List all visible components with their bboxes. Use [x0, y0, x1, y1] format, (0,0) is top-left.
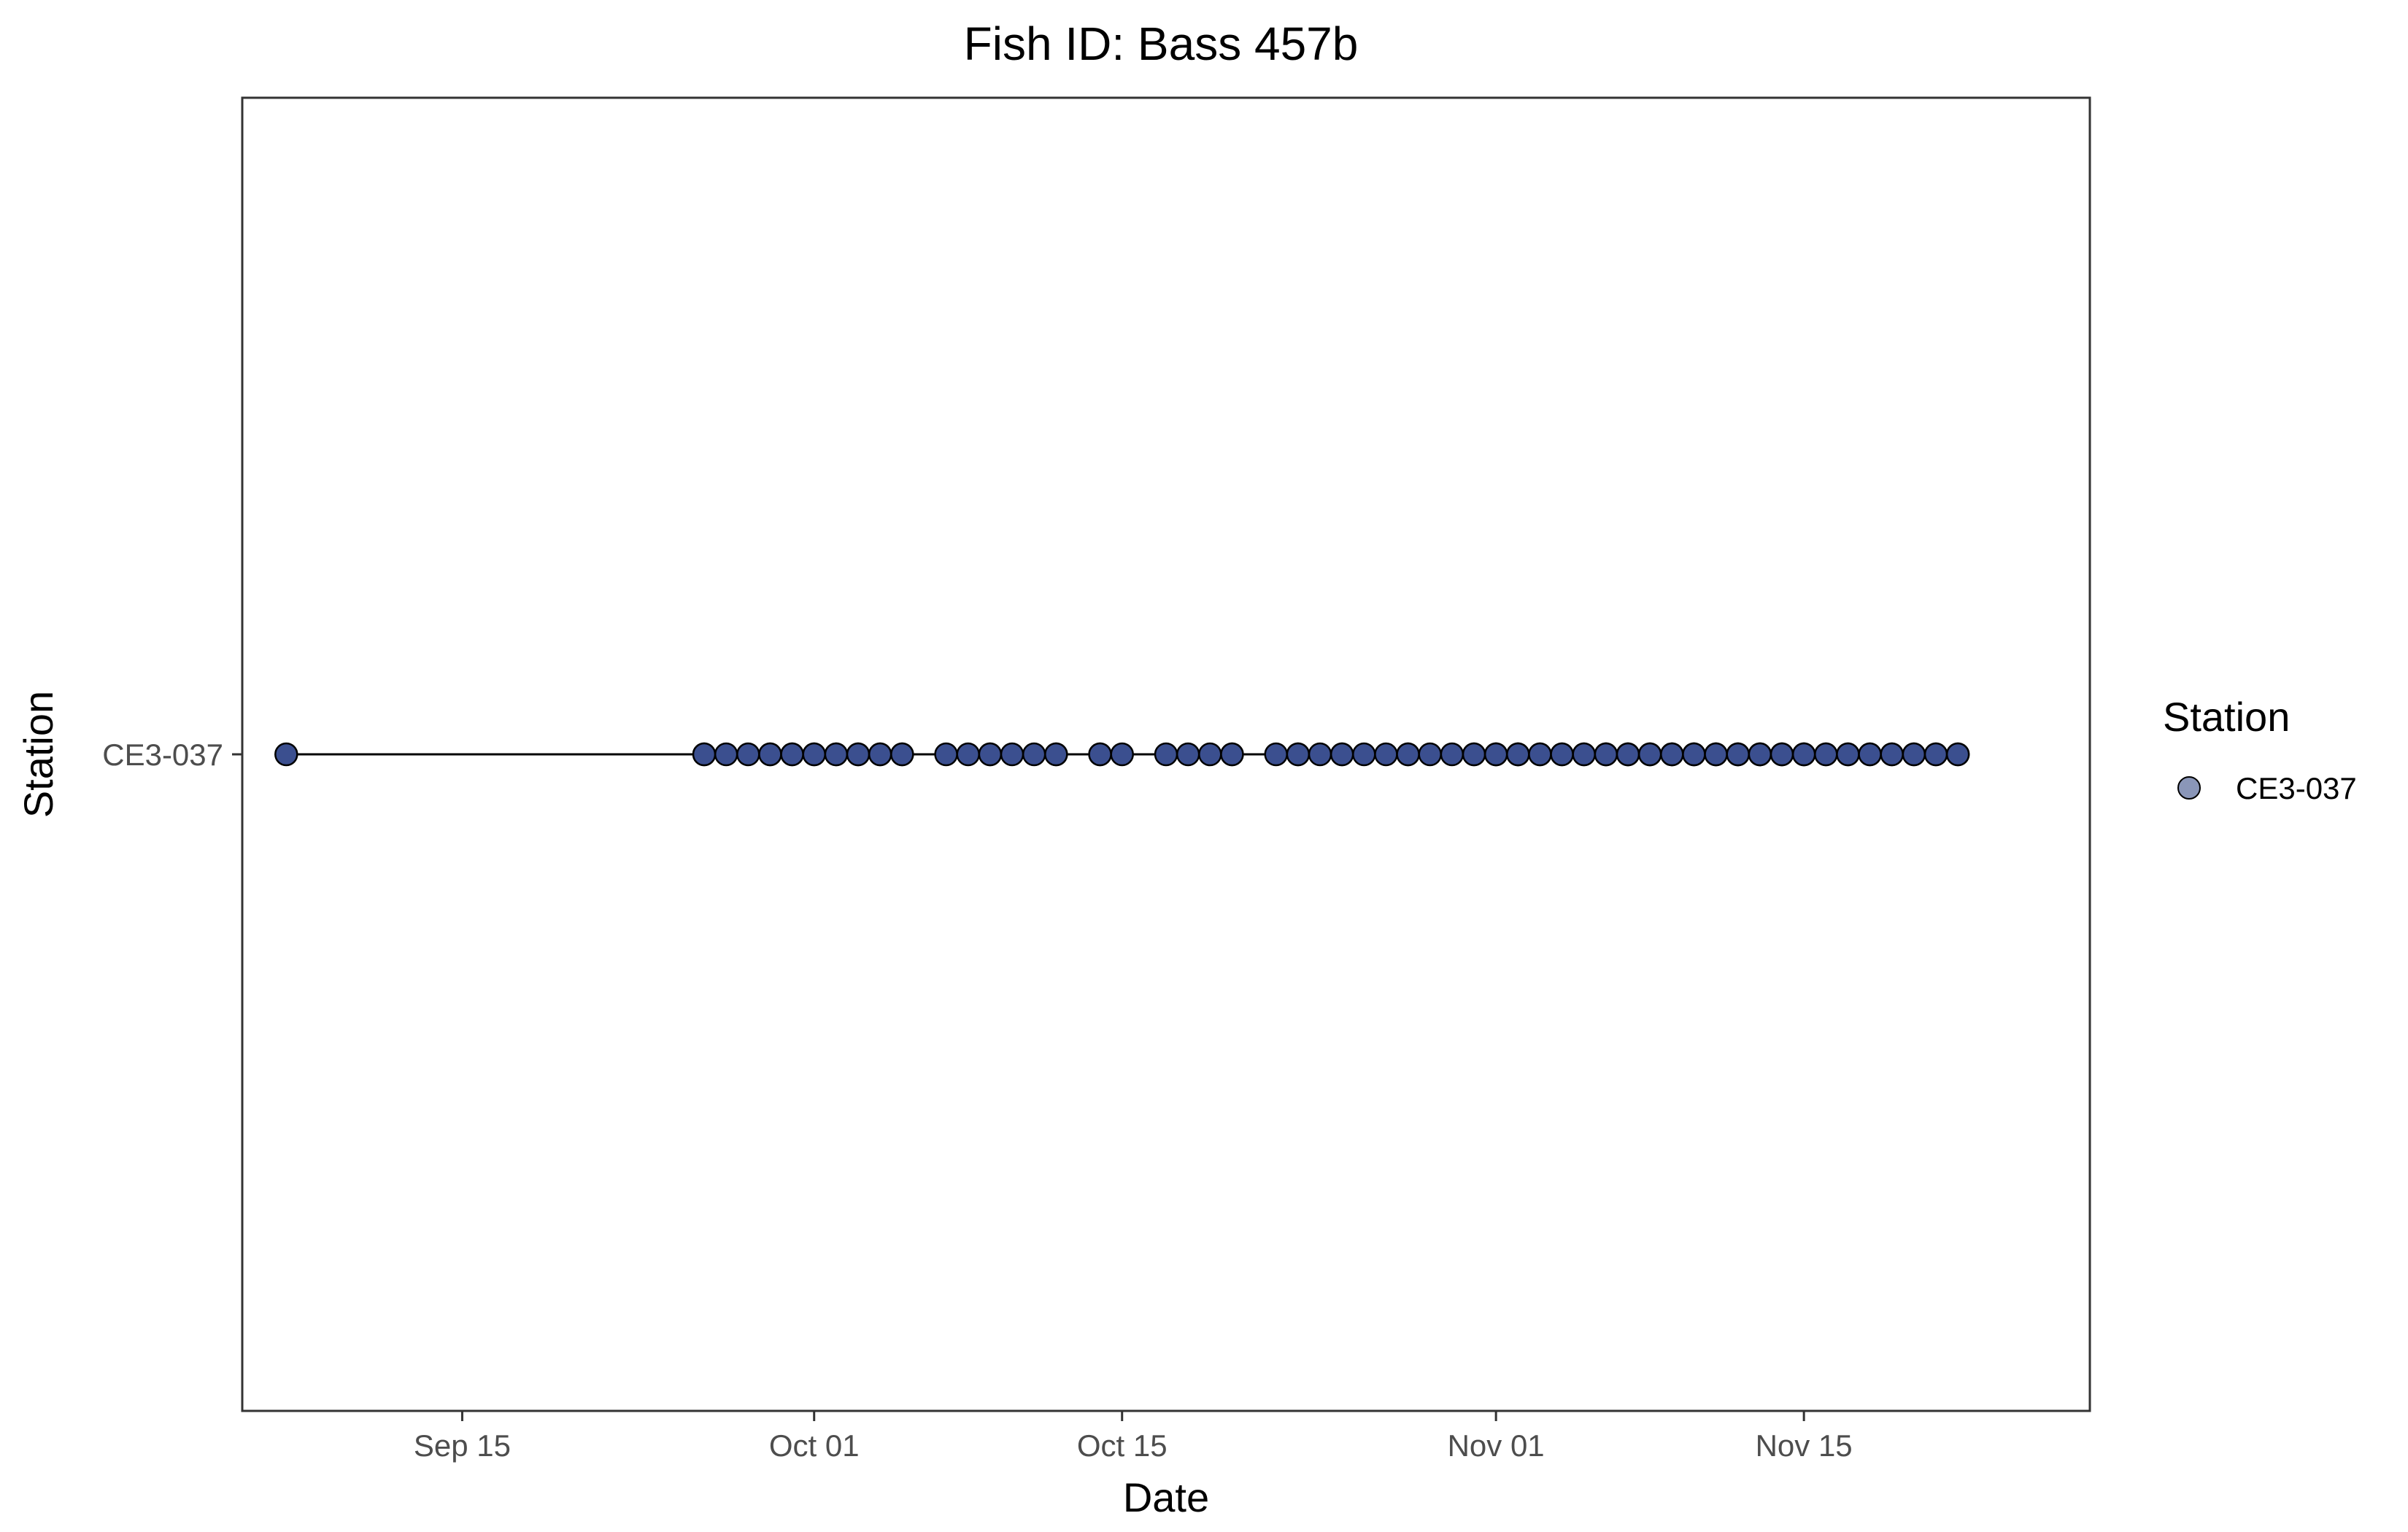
data-point [1330, 742, 1354, 767]
legend-label: CE3-037 [2236, 771, 2357, 805]
data-point [1858, 742, 1882, 767]
data-point [846, 742, 871, 767]
data-point [1220, 742, 1244, 767]
x-tick-label: Oct 15 [1077, 1428, 1168, 1463]
data-point [1483, 742, 1508, 767]
data-point [1902, 742, 1926, 767]
data-point [1022, 742, 1046, 767]
chart-title: Fish ID: Bass 457b [964, 18, 1359, 70]
data-point [1418, 742, 1442, 767]
legend-key [2177, 776, 2201, 800]
data-point [1308, 742, 1332, 767]
data-point [1154, 742, 1178, 767]
data-point [824, 742, 849, 767]
data-point [1726, 742, 1750, 767]
data-point [956, 742, 980, 767]
data-point [1923, 742, 1948, 767]
data-point [1000, 742, 1024, 767]
data-point [1352, 742, 1376, 767]
data-point [1440, 742, 1465, 767]
data-point [1088, 742, 1112, 767]
data-point [1506, 742, 1530, 767]
data-point [1682, 742, 1706, 767]
legend: Station CE3-037 [2163, 694, 2357, 805]
data-point [714, 742, 738, 767]
data-point [1836, 742, 1860, 767]
legend-title: Station [2163, 694, 2290, 740]
data-point [1550, 742, 1574, 767]
data-point [692, 742, 717, 767]
data-point [1945, 742, 1970, 767]
data-point [1748, 742, 1772, 767]
y-axis: CE3-037 [102, 738, 242, 772]
x-tick-label: Sep 15 [414, 1428, 511, 1463]
data-point [1637, 742, 1662, 767]
data-point [1176, 742, 1200, 767]
x-tick-label: Oct 01 [769, 1428, 860, 1463]
x-tick-label: Nov 01 [1448, 1428, 1545, 1463]
data-point [1616, 742, 1640, 767]
data-point [274, 742, 298, 767]
x-axis-title: Date [1123, 1474, 1209, 1520]
data-point [868, 742, 892, 767]
data-point [1880, 742, 1904, 767]
data-point [1660, 742, 1684, 767]
data-point [1572, 742, 1596, 767]
data-point [1594, 742, 1618, 767]
data-point [802, 742, 826, 767]
x-axis: Sep 15 Oct 01 Oct 15 Nov 01 Nov 15 [414, 1411, 1853, 1463]
data-point [1044, 742, 1068, 767]
data-point [1528, 742, 1552, 767]
data-point [1264, 742, 1288, 767]
data-point [1814, 742, 1838, 767]
data-point [934, 742, 958, 767]
data-point [1770, 742, 1794, 767]
data-point [1704, 742, 1728, 767]
data-point [1374, 742, 1398, 767]
series-layer [274, 742, 1970, 767]
y-axis-title: Station [15, 691, 61, 818]
data-point [1791, 742, 1816, 767]
data-point [1462, 742, 1486, 767]
data-point [978, 742, 1003, 767]
data-point [1396, 742, 1420, 767]
data-point [1198, 742, 1222, 767]
data-point [758, 742, 782, 767]
data-point [1110, 742, 1134, 767]
x-tick-label: Nov 15 [1756, 1428, 1853, 1463]
y-tick-label: CE3-037 [102, 738, 223, 772]
data-point [780, 742, 804, 767]
data-point [1286, 742, 1311, 767]
data-point [736, 742, 760, 767]
data-point [890, 742, 914, 767]
